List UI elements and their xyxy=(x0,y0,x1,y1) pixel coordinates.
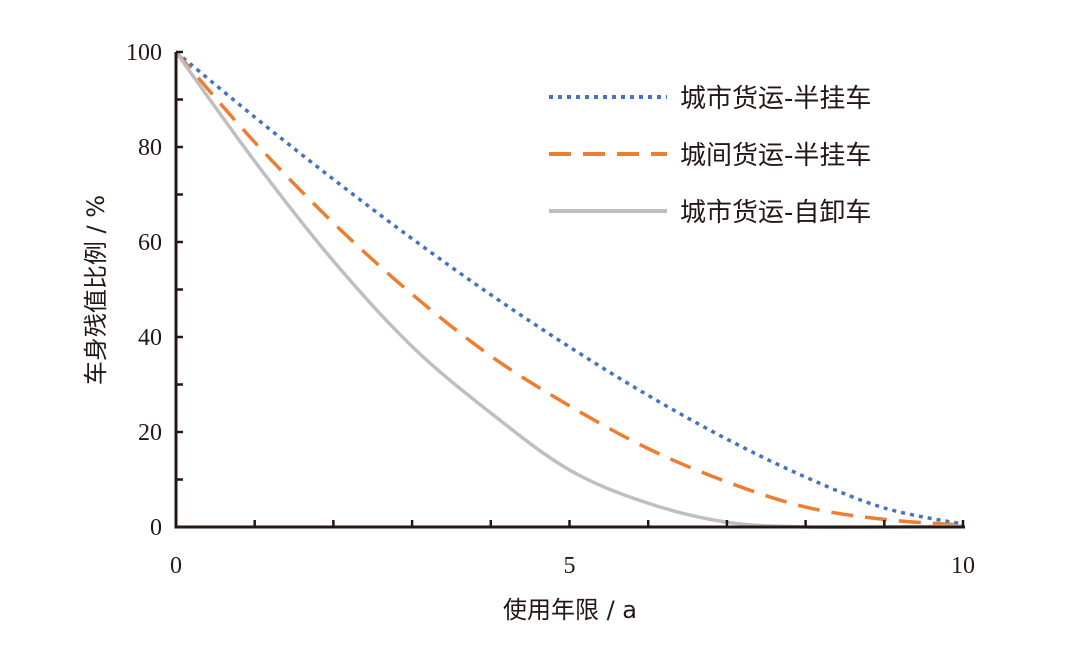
y-tick-label: 60 xyxy=(138,230,162,256)
x-axis-title: 使用年限 / a xyxy=(503,596,637,624)
y-tick-label: 20 xyxy=(138,420,162,446)
legend-label-1: 城市货运-半挂车 xyxy=(680,84,871,114)
x-tick-label: 10 xyxy=(951,553,975,579)
series-line-1 xyxy=(174,50,964,526)
legend-label-3: 城市货运-自卸车 xyxy=(680,198,871,228)
y-tick-label: 40 xyxy=(138,325,162,351)
tick-labels: 0 20 40 60 80 100 0 5 10 xyxy=(126,40,975,579)
y-axis-title: 车身残值比例 / % xyxy=(82,195,110,385)
y-tick-label: 80 xyxy=(138,135,162,161)
y-tick-label: 0 xyxy=(150,515,162,541)
axes xyxy=(174,50,965,529)
x-tick-label: 0 xyxy=(170,553,182,579)
series-layer xyxy=(174,50,964,530)
x-tick-label: 5 xyxy=(564,553,576,579)
legend-label-2: 城间货运-半挂车 xyxy=(680,141,871,171)
y-tick-label: 100 xyxy=(126,40,162,66)
series-line-3 xyxy=(174,50,964,530)
series-line-2 xyxy=(174,50,964,527)
